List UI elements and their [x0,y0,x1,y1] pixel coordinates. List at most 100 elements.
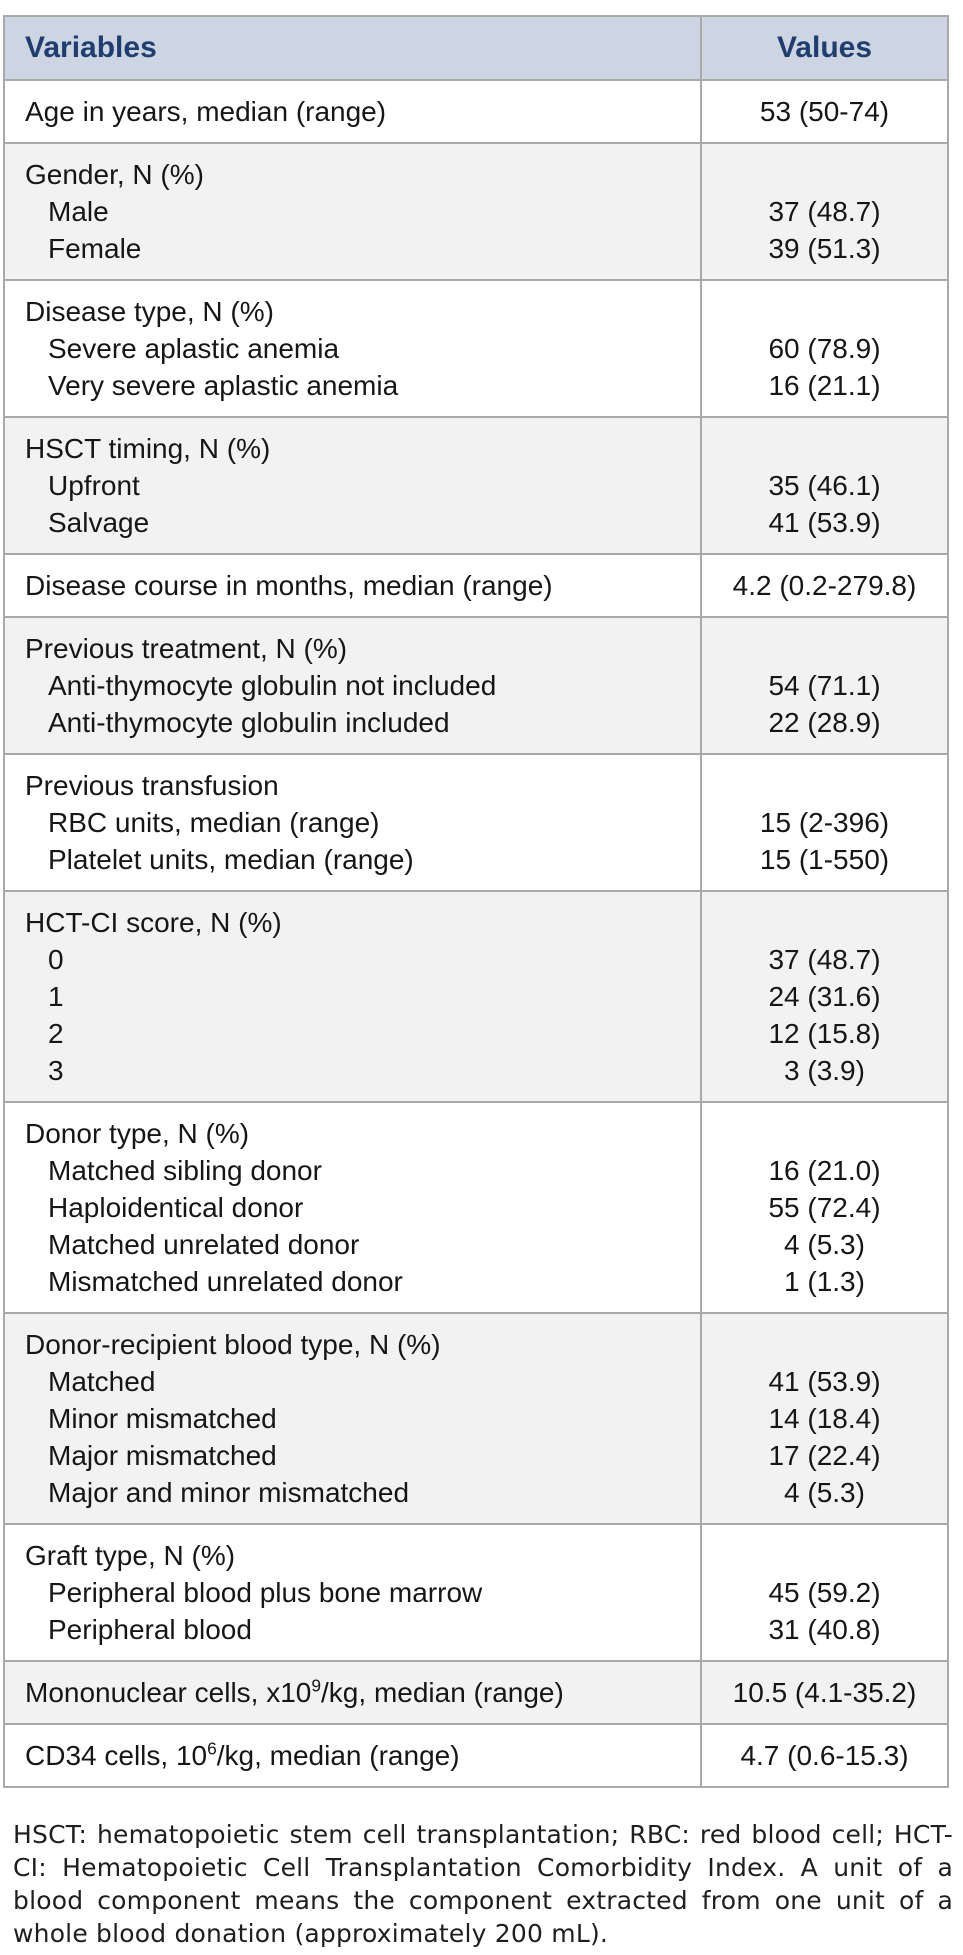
superscript: 9 [311,1675,322,1696]
row-value-spacer [706,430,943,467]
row-value: 53 (50-74) [759,96,890,127]
row-label: HCT-CI score, N (%) [25,907,282,938]
row-value-spacer [706,1326,943,1363]
row-label: Previous treatment, N (%) [25,633,348,664]
row-sub-label: Matched unrelated donor [48,1229,360,1260]
row-value: 31 (40.8) [768,1614,881,1645]
row-value: 12 (15.8) [768,1018,881,1049]
row-value: 15 (1-550) [759,844,890,875]
row-sub-label: 0 [48,944,64,975]
row-sub-label: Anti-thymocyte globulin not included [48,670,497,701]
table-row: Donor-recipient blood type, N (%) Matched… [3,1312,949,1525]
table-row: Previous treatment, N (%) Anti-thymocyte … [3,616,949,755]
row-value-cell: 10.5 (4.1-35.2) [700,1660,949,1725]
table-footnote: HSCT: hematopoietic stem cell transplant… [13,1820,953,1948]
row-value: 35 (46.1) [768,470,881,501]
table-row: CD34 cells, 106/kg, median (range) 4.7 (0… [3,1723,949,1788]
row-label-cell: CD34 cells, 106/kg, median (range) [3,1723,702,1788]
row-value-cell: 35 (46.1) 41 (53.9) [700,416,949,555]
row-value-cell: 4.7 (0.6-15.3) [700,1723,949,1788]
row-label-cell: Graft type, N (%) Peripheral blood plus b… [3,1523,702,1662]
row-value-cell: 16 (21.0) 55 (72.4) 4 (5.3) 1 (1.3) [700,1101,949,1314]
row-sub-label: Mismatched unrelated donor [48,1266,403,1297]
table-row: HCT-CI score, N (%) 0 1 2 3 37 (48.7) 24 (31.… [3,890,949,1103]
row-value: 14 (18.4) [768,1403,881,1434]
row-value: 55 (72.4) [768,1192,881,1223]
row-value: 37 (48.7) [768,944,881,975]
table-row: Previous transfusion RBC units, median (r… [3,753,949,892]
row-value: 45 (59.2) [768,1577,881,1608]
row-label: HSCT timing, N (%) [25,433,271,464]
row-sub-label: 1 [48,981,64,1012]
row-sub-label: Peripheral blood [48,1614,252,1645]
row-sub-label: Upfront [48,470,140,501]
patient-characteristics-table: Variables Values Age in years, median (r… [3,15,949,1788]
variables-column-header: Variables [3,15,702,81]
row-value: 16 (21.0) [768,1155,881,1186]
row-sub-label: Matched [48,1366,156,1397]
table-body: Age in years, median (range) 53 (50-74) Ge… [3,79,949,1788]
row-sub-label: Salvage [48,507,150,538]
row-value-spacer [706,156,943,193]
row-value: 4.7 (0.6-15.3) [740,1740,909,1771]
row-value: 3 (3.9) [784,1055,865,1086]
table-row: Donor type, N (%) Matched sibling donor Ha… [3,1101,949,1314]
row-value: 4 (5.3) [784,1229,865,1260]
row-label-cell: Disease type, N (%) Severe aplastic anemi… [3,279,702,418]
row-value: 22 (28.9) [768,707,881,738]
row-value: 54 (71.1) [768,670,881,701]
row-value: 10.5 (4.1-35.2) [732,1677,917,1708]
row-sub-label: Female [48,233,142,264]
row-value-spacer [706,630,943,667]
row-value-spacer [706,1537,943,1574]
row-label: Donor type, N (%) [25,1118,250,1149]
row-label: Graft type, N (%) [25,1540,236,1571]
row-label: Age in years, median (range) [25,96,387,127]
row-sub-label: 2 [48,1018,64,1049]
row-value-cell: 53 (50-74) [700,79,949,144]
row-value-cell: 37 (48.7) 39 (51.3) [700,142,949,281]
row-label-cell: HCT-CI score, N (%) 0 1 2 3 [3,890,702,1103]
row-sub-label: RBC units, median (range) [48,807,380,838]
row-value-cell: 4.2 (0.2-279.8) [700,553,949,618]
row-label-cell: Age in years, median (range) [3,79,702,144]
table-row: Gender, N (%) Male Female 37 (48.7) 39 (51.… [3,142,949,281]
row-sub-label: 3 [48,1055,64,1086]
row-value: 4 (5.3) [784,1477,865,1508]
row-label-cell: HSCT timing, N (%) Upfront Salvage [3,416,702,555]
row-label: Previous transfusion [25,770,279,801]
row-value: 16 (21.1) [768,370,881,401]
row-value: 24 (31.6) [768,981,881,1012]
row-sub-label: Male [48,196,109,227]
superscript: 6 [207,1738,217,1759]
row-sub-label: Anti-thymocyte globulin included [48,707,450,738]
row-label: Mononuclear cells, x109/kg, median (rang… [25,1675,564,1708]
row-label: Disease course in months, median (range) [25,570,553,601]
row-label: Disease type, N (%) [25,296,274,327]
table-row: Mononuclear cells, x109/kg, median (rang… [3,1660,949,1725]
row-sub-label: Severe aplastic anemia [48,333,340,364]
row-label: CD34 cells, 106/kg, median (range) [25,1738,460,1771]
row-label-cell: Previous treatment, N (%) Anti-thymocyte … [3,616,702,755]
row-value: 1 (1.3) [784,1266,865,1297]
row-sub-label: Platelet units, median (range) [48,844,414,875]
row-value-spacer [706,293,943,330]
row-sub-label: Very severe aplastic anemia [48,370,399,401]
row-value: 15 (2-396) [759,807,890,838]
row-sub-label: Haploidentical donor [48,1192,304,1223]
row-label-cell: Previous transfusion RBC units, median (r… [3,753,702,892]
row-value: 41 (53.9) [768,1366,881,1397]
row-value: 60 (78.9) [768,333,881,364]
row-label-cell: Donor-recipient blood type, N (%) Matched… [3,1312,702,1525]
row-sub-label: Major mismatched [48,1440,277,1471]
row-value-spacer [706,767,943,804]
table-row: Disease type, N (%) Severe aplastic anemi… [3,279,949,418]
row-label: Donor-recipient blood type, N (%) [25,1329,441,1360]
row-sub-label: Minor mismatched [48,1403,277,1434]
row-value-cell: 45 (59.2) 31 (40.8) [700,1523,949,1662]
row-value-cell: 37 (48.7) 24 (31.6) 12 (15.8) 3 (3.9) [700,890,949,1103]
row-label-cell: Mononuclear cells, x109/kg, median (rang… [3,1660,702,1725]
row-value: 37 (48.7) [768,196,881,227]
row-sub-label: Matched sibling donor [48,1155,322,1186]
